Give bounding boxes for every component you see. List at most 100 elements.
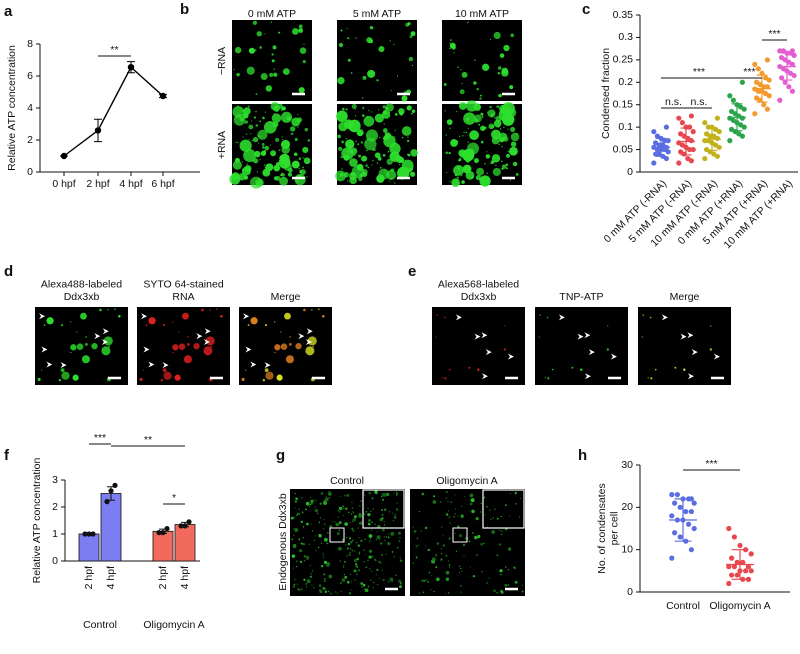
speckle	[351, 527, 354, 530]
micrograph	[232, 20, 312, 101]
speckle	[339, 511, 341, 513]
speckle	[366, 37, 373, 44]
arrowhead	[558, 314, 565, 321]
speckle	[291, 160, 300, 169]
speckle	[410, 31, 416, 37]
speckle	[446, 119, 453, 126]
speckle	[409, 35, 413, 39]
speckle	[512, 161, 518, 167]
speckle	[490, 160, 495, 164]
speckle	[380, 496, 383, 498]
y-tick-label: 0.2	[618, 76, 633, 88]
speckle	[401, 95, 408, 102]
arrowhead	[687, 373, 694, 380]
speckle	[406, 105, 412, 111]
speckle	[300, 542, 303, 545]
speckle	[439, 501, 442, 503]
significance-label: ***	[94, 432, 106, 444]
speckle	[475, 553, 478, 556]
speckle	[338, 42, 344, 48]
point	[754, 95, 760, 101]
speckle	[264, 111, 266, 113]
speckle	[353, 149, 356, 151]
speckle	[467, 142, 480, 155]
speckle	[479, 97, 482, 100]
y-tick-label: 0.3	[618, 31, 633, 43]
speckle	[457, 525, 460, 528]
speckle	[469, 130, 479, 141]
speckle	[364, 538, 366, 540]
y-tick-label: 0.35	[613, 9, 634, 21]
x-tick-label: 4 hpf	[179, 566, 191, 589]
speckle	[337, 134, 341, 139]
speckle	[469, 566, 471, 568]
speckle	[349, 158, 358, 167]
speckle	[351, 501, 353, 503]
sd-bar	[655, 137, 667, 157]
y-axis-label: Relative ATP concentration	[31, 458, 43, 584]
speckle	[37, 377, 41, 381]
point	[164, 526, 170, 532]
speckle	[321, 542, 323, 544]
arrowhead	[101, 338, 108, 345]
speckle	[264, 164, 266, 167]
speckle	[349, 176, 357, 185]
speckle	[371, 570, 373, 572]
speckle	[301, 511, 304, 514]
speckle	[551, 368, 554, 371]
point	[676, 115, 682, 121]
speckle	[481, 571, 483, 573]
speckle	[460, 591, 462, 593]
speckle	[499, 53, 505, 58]
speckle	[479, 511, 482, 513]
speckle	[394, 113, 398, 116]
speckle	[456, 515, 459, 517]
micrograph	[290, 489, 405, 596]
point	[674, 492, 681, 498]
speckle	[469, 502, 473, 506]
speckle	[407, 136, 409, 138]
speckle	[683, 368, 686, 371]
speckle	[274, 351, 276, 354]
speckle	[354, 115, 357, 117]
speckle	[310, 499, 314, 504]
speckle	[427, 548, 430, 552]
speckle	[376, 531, 378, 533]
speckle	[308, 543, 310, 545]
speckle	[388, 581, 390, 583]
speckle	[385, 553, 387, 556]
speckle	[510, 179, 512, 181]
speckle	[248, 124, 254, 130]
speckle	[305, 501, 310, 506]
point	[669, 513, 675, 519]
point	[679, 120, 686, 126]
speckle	[201, 308, 204, 312]
x-tick-label: 0 hpf	[52, 178, 75, 190]
speckle	[342, 566, 345, 568]
speckle	[370, 510, 372, 512]
speckle	[397, 547, 399, 549]
speckle	[462, 164, 472, 174]
speckle	[376, 583, 379, 586]
speckle	[431, 557, 436, 562]
point	[740, 559, 746, 565]
speckle	[497, 66, 502, 70]
speckle	[376, 162, 379, 164]
speckle	[435, 566, 438, 569]
speckle	[415, 556, 418, 559]
speckle	[252, 20, 258, 25]
speckle	[302, 537, 304, 539]
point	[739, 79, 746, 85]
speckle	[454, 532, 456, 534]
speckle	[329, 525, 333, 528]
speckle	[368, 110, 370, 112]
speckle	[72, 374, 79, 381]
speckle	[444, 377, 447, 380]
speckle	[284, 141, 287, 143]
speckle	[490, 113, 494, 117]
speckle	[486, 151, 488, 153]
speckle	[503, 348, 506, 351]
speckle	[357, 527, 359, 529]
speckle	[307, 336, 317, 346]
point	[90, 531, 96, 537]
